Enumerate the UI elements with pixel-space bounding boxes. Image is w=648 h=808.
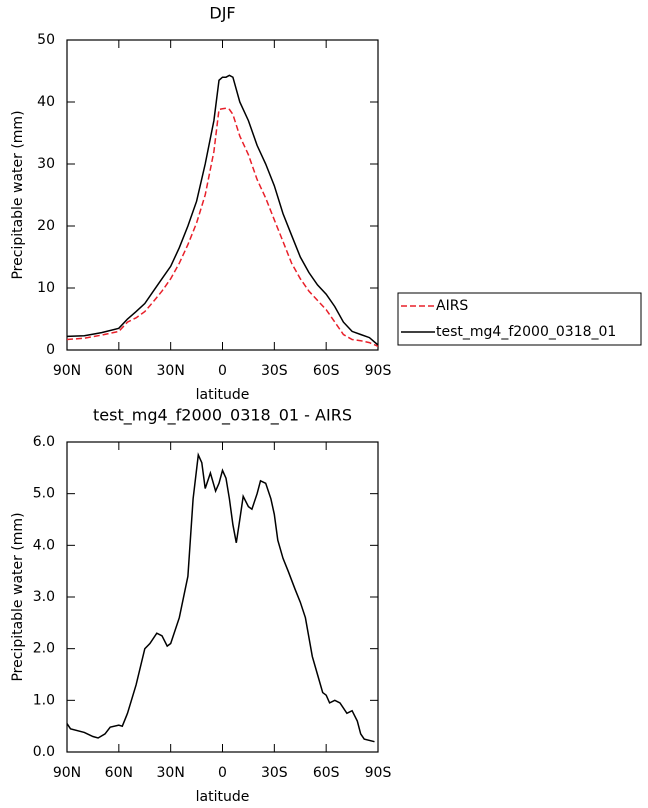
y-tick-label: 30: [37, 156, 55, 172]
legend-label: AIRS: [436, 298, 468, 314]
x-tick-label: 30N: [157, 363, 185, 379]
y-tick-label: 1.0: [33, 692, 55, 708]
x-tick-label: 30S: [261, 363, 288, 379]
x-tick-label: 90S: [365, 363, 392, 379]
y-tick-label: 6.0: [33, 434, 55, 450]
series-line: [66, 74, 379, 346]
x-tick-label: 90N: [53, 363, 81, 379]
y-tick-label: 2.0: [33, 641, 55, 657]
chart-title: DJF: [209, 4, 235, 23]
legend-box: [397, 292, 642, 346]
plot-frame: [66, 39, 379, 351]
series-line: [66, 452, 375, 743]
x-tick-label: 90N: [53, 765, 81, 781]
x-tick-label: 60S: [313, 363, 340, 379]
y-tick-label: 4.0: [33, 537, 55, 553]
series-line: [66, 107, 379, 347]
x-tick-label: 30S: [261, 765, 288, 781]
y-tick-label: 20: [37, 218, 55, 234]
x-tick-label: 30N: [157, 765, 185, 781]
y-tick-label: 50: [37, 32, 55, 48]
y-tick-label: 0.0: [33, 744, 55, 760]
y-tick-label: 5.0: [33, 486, 55, 502]
x-tick-label: 0: [218, 363, 227, 379]
chart-title: test_mg4_f2000_0318_01 - AIRS: [93, 406, 352, 426]
x-axis-label: latitude: [196, 387, 250, 403]
x-axis-label: latitude: [196, 789, 250, 805]
legend-label: test_mg4_f2000_0318_01: [436, 324, 616, 340]
y-axis-label: Precipitable water (mm): [10, 110, 26, 279]
x-tick-label: 90S: [365, 765, 392, 781]
x-tick-label: 60S: [313, 765, 340, 781]
plot-frame: [66, 441, 379, 753]
y-tick-label: 3.0: [33, 589, 55, 605]
x-tick-label: 60N: [105, 363, 133, 379]
y-tick-label: 10: [37, 280, 55, 296]
y-tick-label: 40: [37, 94, 55, 110]
x-tick-label: 60N: [105, 765, 133, 781]
x-tick-label: 0: [218, 765, 227, 781]
y-axis-label: Precipitable water (mm): [10, 512, 26, 681]
y-tick-label: 0: [46, 342, 55, 358]
